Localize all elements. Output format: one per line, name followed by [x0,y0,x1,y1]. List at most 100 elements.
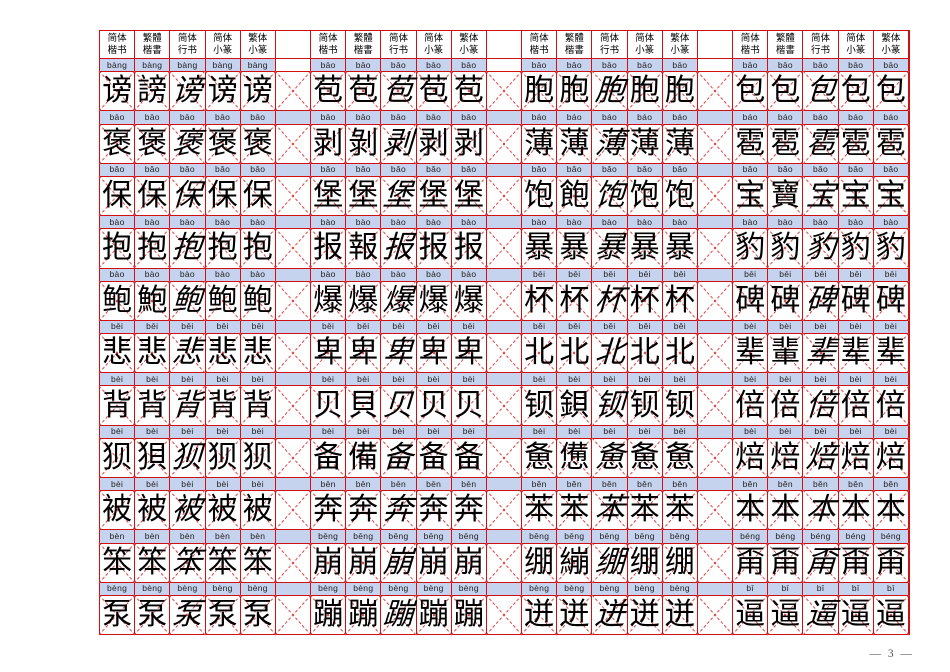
pinyin-label: bèi [181,373,194,384]
pinyin-label: bèi [744,426,757,437]
character-cell-kaishu-traditional: 被 [135,491,171,531]
pinyin-band-cell: bèi [451,425,487,439]
group-gap-band-cell [697,268,734,282]
character-cell-kaishu-simplified: 保 [100,176,136,217]
group-gap-practice-cell [486,229,523,269]
pinyin-band-cell: běn [733,478,769,492]
group-gap-band-cell [275,216,312,230]
character-glyph: 苯 [629,492,660,528]
character-glyph: 报 [382,231,415,265]
pinyin-band-cell: bèi [135,425,171,439]
character-cell-xiaozhuan-traditional: 鲍 [240,281,276,321]
pinyin-label: bèi [427,373,440,384]
header-cell-xiaozhuan-traditional: 繁体 小篆 [240,31,276,59]
character-glyph: 蹦 [382,598,415,632]
header-label-line2: 楷書 [775,44,795,56]
pinyin-label: bào [250,216,266,227]
character-glyph: 泵 [102,598,133,632]
pinyin-band-cell: bèi [557,425,593,439]
pinyin-label: bào [355,269,371,280]
character-glyph: 蹦 [348,598,379,632]
character-glyph: 惫 [664,439,695,475]
pinyin-label: bàng [177,59,198,70]
pinyin-label: bèi [849,321,862,332]
pinyin-band-cell: bēi [416,320,452,335]
pinyin-label: bēi [533,269,546,280]
pinyin-band-cell: bǎo [557,163,593,177]
character-glyph: 剝 [348,126,379,160]
group-gap-practice-cell [697,334,734,374]
character-cell-xingshu: 褒 [170,124,206,164]
pinyin-band-cell: bèi [311,373,347,387]
pinyin-label: báo [637,111,653,122]
pinyin-band-cell: bào [135,268,171,282]
character-cell-kaishu-simplified: 宝 [733,176,769,217]
pinyin-label: bào [390,269,407,280]
character-cell-xiaozhuan-traditional: 奔 [451,491,487,531]
character-cell-xiaozhuan-simplified: 狈 [205,438,241,478]
character-cell-xiaozhuan-traditional: 包 [873,72,909,112]
pinyin-band-cell: bèn [100,530,136,544]
pinyin-band-cell: běn [557,478,593,492]
character-cell-xiaozhuan-simplified: 杯 [627,281,663,321]
pinyin-label: bēi [110,321,124,332]
practice-sheet: 简体 楷书 繁體 楷書 简体 行书 简体 小篆 繁体 小篆 简体 楷书 繁體 楷書 简体 行书 简体 小篆 繁体 小篆… [99,30,910,636]
header-cell-kaishu-simplified: 简体 楷书 [733,31,769,59]
character-cell-kaishu-traditional: 焙 [768,438,804,478]
pinyin-band-cell: bèi [240,478,276,492]
group-gap-band-cell [697,111,734,125]
pinyin-label: báo [742,111,758,122]
pinyin-band-cell: bèi [416,425,452,439]
character-cell-kaishu-traditional: 繃 [557,543,593,583]
pinyin-band-cell: bèi [135,373,171,387]
pinyin-label: bāo [813,59,829,70]
character-cell-kaishu-simplified: 悲 [100,334,136,374]
character-cell-kaishu-simplified: 剥 [311,124,347,164]
character-glyph: 奔 [418,492,449,528]
character-glyph: 苞 [313,74,344,108]
pinyin-label: béng [810,530,831,541]
character-glyph: 堡 [382,179,415,213]
character-cell-kaishu-simplified: 鲍 [100,281,136,321]
pinyin-band-cell: bǎo [662,163,698,177]
pinyin-band-cell: bǎo [240,163,276,177]
character-cell-kaishu-traditional: 奔 [346,491,382,531]
pinyin-band-cell: bèng [662,582,698,596]
character-cell-kaishu-traditional: 謗 [135,72,171,112]
character-glyph: 卑 [382,336,415,370]
character-glyph: 辈 [840,335,871,371]
character-cell-xingshu: 悲 [170,334,206,374]
character-cell-kaishu-simplified: 迸 [522,595,558,636]
pinyin-band-cell: bǎo [170,163,206,177]
character-glyph: 豹 [735,231,766,265]
pinyin-label: bèi [181,478,194,489]
pinyin-band-cell: báo [592,111,628,125]
pinyin-band-cell: bèng [311,582,347,596]
pinyin-band-cell: bèi [627,373,663,387]
group-gap-practice-cell [486,491,523,531]
header-cell-xiaozhuan-simplified: 简体 小篆 [838,31,874,59]
pinyin-band-cell: bèi [662,425,698,439]
group-gap-band-cell [697,163,734,177]
character-glyph: 迸 [593,598,626,632]
pinyin-label: bèi [533,426,546,437]
pinyin-band-cell: bèi [100,373,136,387]
character-cell-kaishu-traditional: 卑 [346,334,382,374]
pinyin-band-cell: báo [803,111,839,125]
character-cell-kaishu-simplified: 备 [311,438,347,478]
character-cell-xingshu: 背 [170,386,206,426]
character-cell-xiaozhuan-traditional: 抱 [240,229,276,269]
character-glyph: 焙 [735,440,766,474]
pinyin-band-cell: bèi [346,425,382,439]
character-glyph: 焙 [875,439,906,475]
pinyin-band-cell: bào [135,216,171,230]
pinyin-band-cell: bǎo [803,163,839,177]
header-cell-xiaozhuan-traditional: 繁体 小篆 [451,31,487,59]
pinyin-label: bèng [177,583,198,594]
header-cell-kaishu-traditional: 繁體 楷書 [557,31,593,59]
header-label-line2: 小篆 [846,44,866,56]
pinyin-label: bēi [427,321,440,332]
pinyin-band-cell: běi [662,320,698,335]
pinyin-band-cell: bào [451,216,487,230]
